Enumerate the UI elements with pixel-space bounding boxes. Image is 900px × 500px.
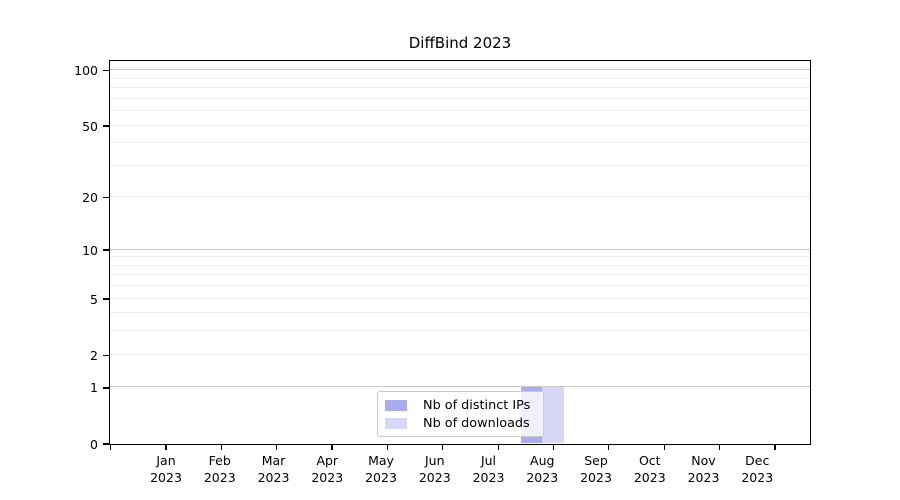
gridline-4 [110, 312, 810, 314]
x-tick-mark [663, 444, 665, 450]
x-tick-label: Jul 2023 [459, 452, 519, 486]
gridline-2 [110, 353, 810, 355]
chart-title: DiffBind 2023 [408, 34, 512, 52]
gridline-3 [110, 330, 810, 332]
x-tick-label-year: 2023 [257, 470, 290, 485]
gridline-90 [110, 77, 810, 79]
gridline-1 [110, 386, 810, 388]
y-tick-mark [103, 354, 110, 356]
gridline-6 [110, 285, 810, 287]
gridline-20 [110, 196, 810, 198]
y-tick-mark [103, 443, 110, 445]
x-tick-label-year: 2023 [365, 470, 397, 485]
gridline-70 [110, 97, 810, 99]
y-tick-label: 100 [74, 63, 98, 79]
gridline-10 [110, 248, 810, 250]
x-tick-label: Apr 2023 [297, 452, 357, 486]
legend: Nb of distinct IPs Nb of downloads [377, 391, 544, 437]
legend-swatch-downloads [385, 418, 407, 429]
x-tick-mark [386, 444, 389, 450]
x-tick-mark [718, 444, 721, 450]
plot-area [109, 60, 811, 445]
legend-label-distinct-ips: Nb of distinct IPs [423, 398, 531, 413]
y-tick-label: 50 [82, 118, 98, 134]
x-tick-mark [552, 444, 555, 450]
y-tick-mark [103, 197, 110, 199]
x-tick-label-year: 2023 [741, 470, 774, 485]
x-tick-label: May 2023 [351, 452, 411, 486]
x-tick-mark [608, 444, 610, 450]
y-tick-label: 2 [90, 347, 98, 363]
x-tick-mark [276, 444, 278, 450]
gridline-40 [110, 142, 810, 144]
legend-item-downloads: Nb of downloads [385, 415, 543, 432]
y-tick-label: 20 [82, 190, 98, 206]
y-tick-mark [103, 298, 110, 300]
x-tick-mark [442, 444, 444, 450]
gridline-50 [110, 124, 810, 126]
x-tick-label: Jan 2023 [136, 452, 196, 486]
x-tick-mark [220, 444, 223, 450]
y-tick-mark [103, 387, 110, 389]
x-tick-mark [110, 444, 112, 450]
x-tick-mark [774, 444, 776, 450]
gridline-60 [110, 110, 810, 112]
legend-label-downloads: Nb of downloads [423, 416, 530, 431]
gridline-80 [110, 87, 810, 89]
gridline-8 [110, 264, 810, 266]
y-tick-mark [103, 70, 110, 72]
x-tick-label: Oct 2023 [620, 452, 680, 486]
x-tick-label: Nov 2023 [674, 452, 734, 486]
x-tick-label-year: 2023 [472, 470, 505, 485]
x-tick-mark [497, 444, 499, 450]
x-tick-label-year: 2023 [311, 470, 344, 485]
x-tick-label: Aug 2023 [512, 452, 572, 486]
x-tick-mark [331, 444, 333, 450]
gridline-9 [110, 256, 810, 258]
y-tick-label: 0 [90, 436, 98, 452]
x-tick-label: Sep 2023 [566, 452, 626, 486]
y-tick-mark [103, 249, 110, 251]
gridline-5 [110, 297, 810, 299]
gridline-100 [110, 69, 810, 71]
gridline-7 [110, 274, 810, 276]
legend-swatch-distinct-ips [385, 400, 407, 411]
x-tick-label-year: 2023 [633, 470, 666, 485]
x-tick-label-year: 2023 [418, 470, 451, 485]
x-tick-label: Mar 2023 [244, 452, 304, 486]
x-tick-label: Jun 2023 [405, 452, 465, 486]
y-tick-label: 1 [90, 380, 98, 396]
bar-downloads-aug-2023 [542, 386, 564, 443]
legend-item-distinct-ips: Nb of distinct IPs [385, 397, 543, 414]
x-tick-label-year: 2023 [203, 470, 236, 485]
x-tick-label: Dec 2023 [727, 452, 787, 486]
y-tick-label: 10 [82, 242, 98, 258]
x-tick-label-year: 2023 [526, 470, 559, 485]
x-tick-label-year: 2023 [687, 470, 720, 485]
x-tick-label-year: 2023 [580, 470, 612, 485]
x-tick-mark [165, 444, 167, 450]
x-tick-label: Feb 2023 [190, 452, 250, 486]
y-tick-mark [103, 125, 110, 127]
x-tick-label-year: 2023 [150, 470, 182, 485]
gridline-30 [110, 164, 810, 166]
y-tick-label: 5 [90, 291, 98, 307]
